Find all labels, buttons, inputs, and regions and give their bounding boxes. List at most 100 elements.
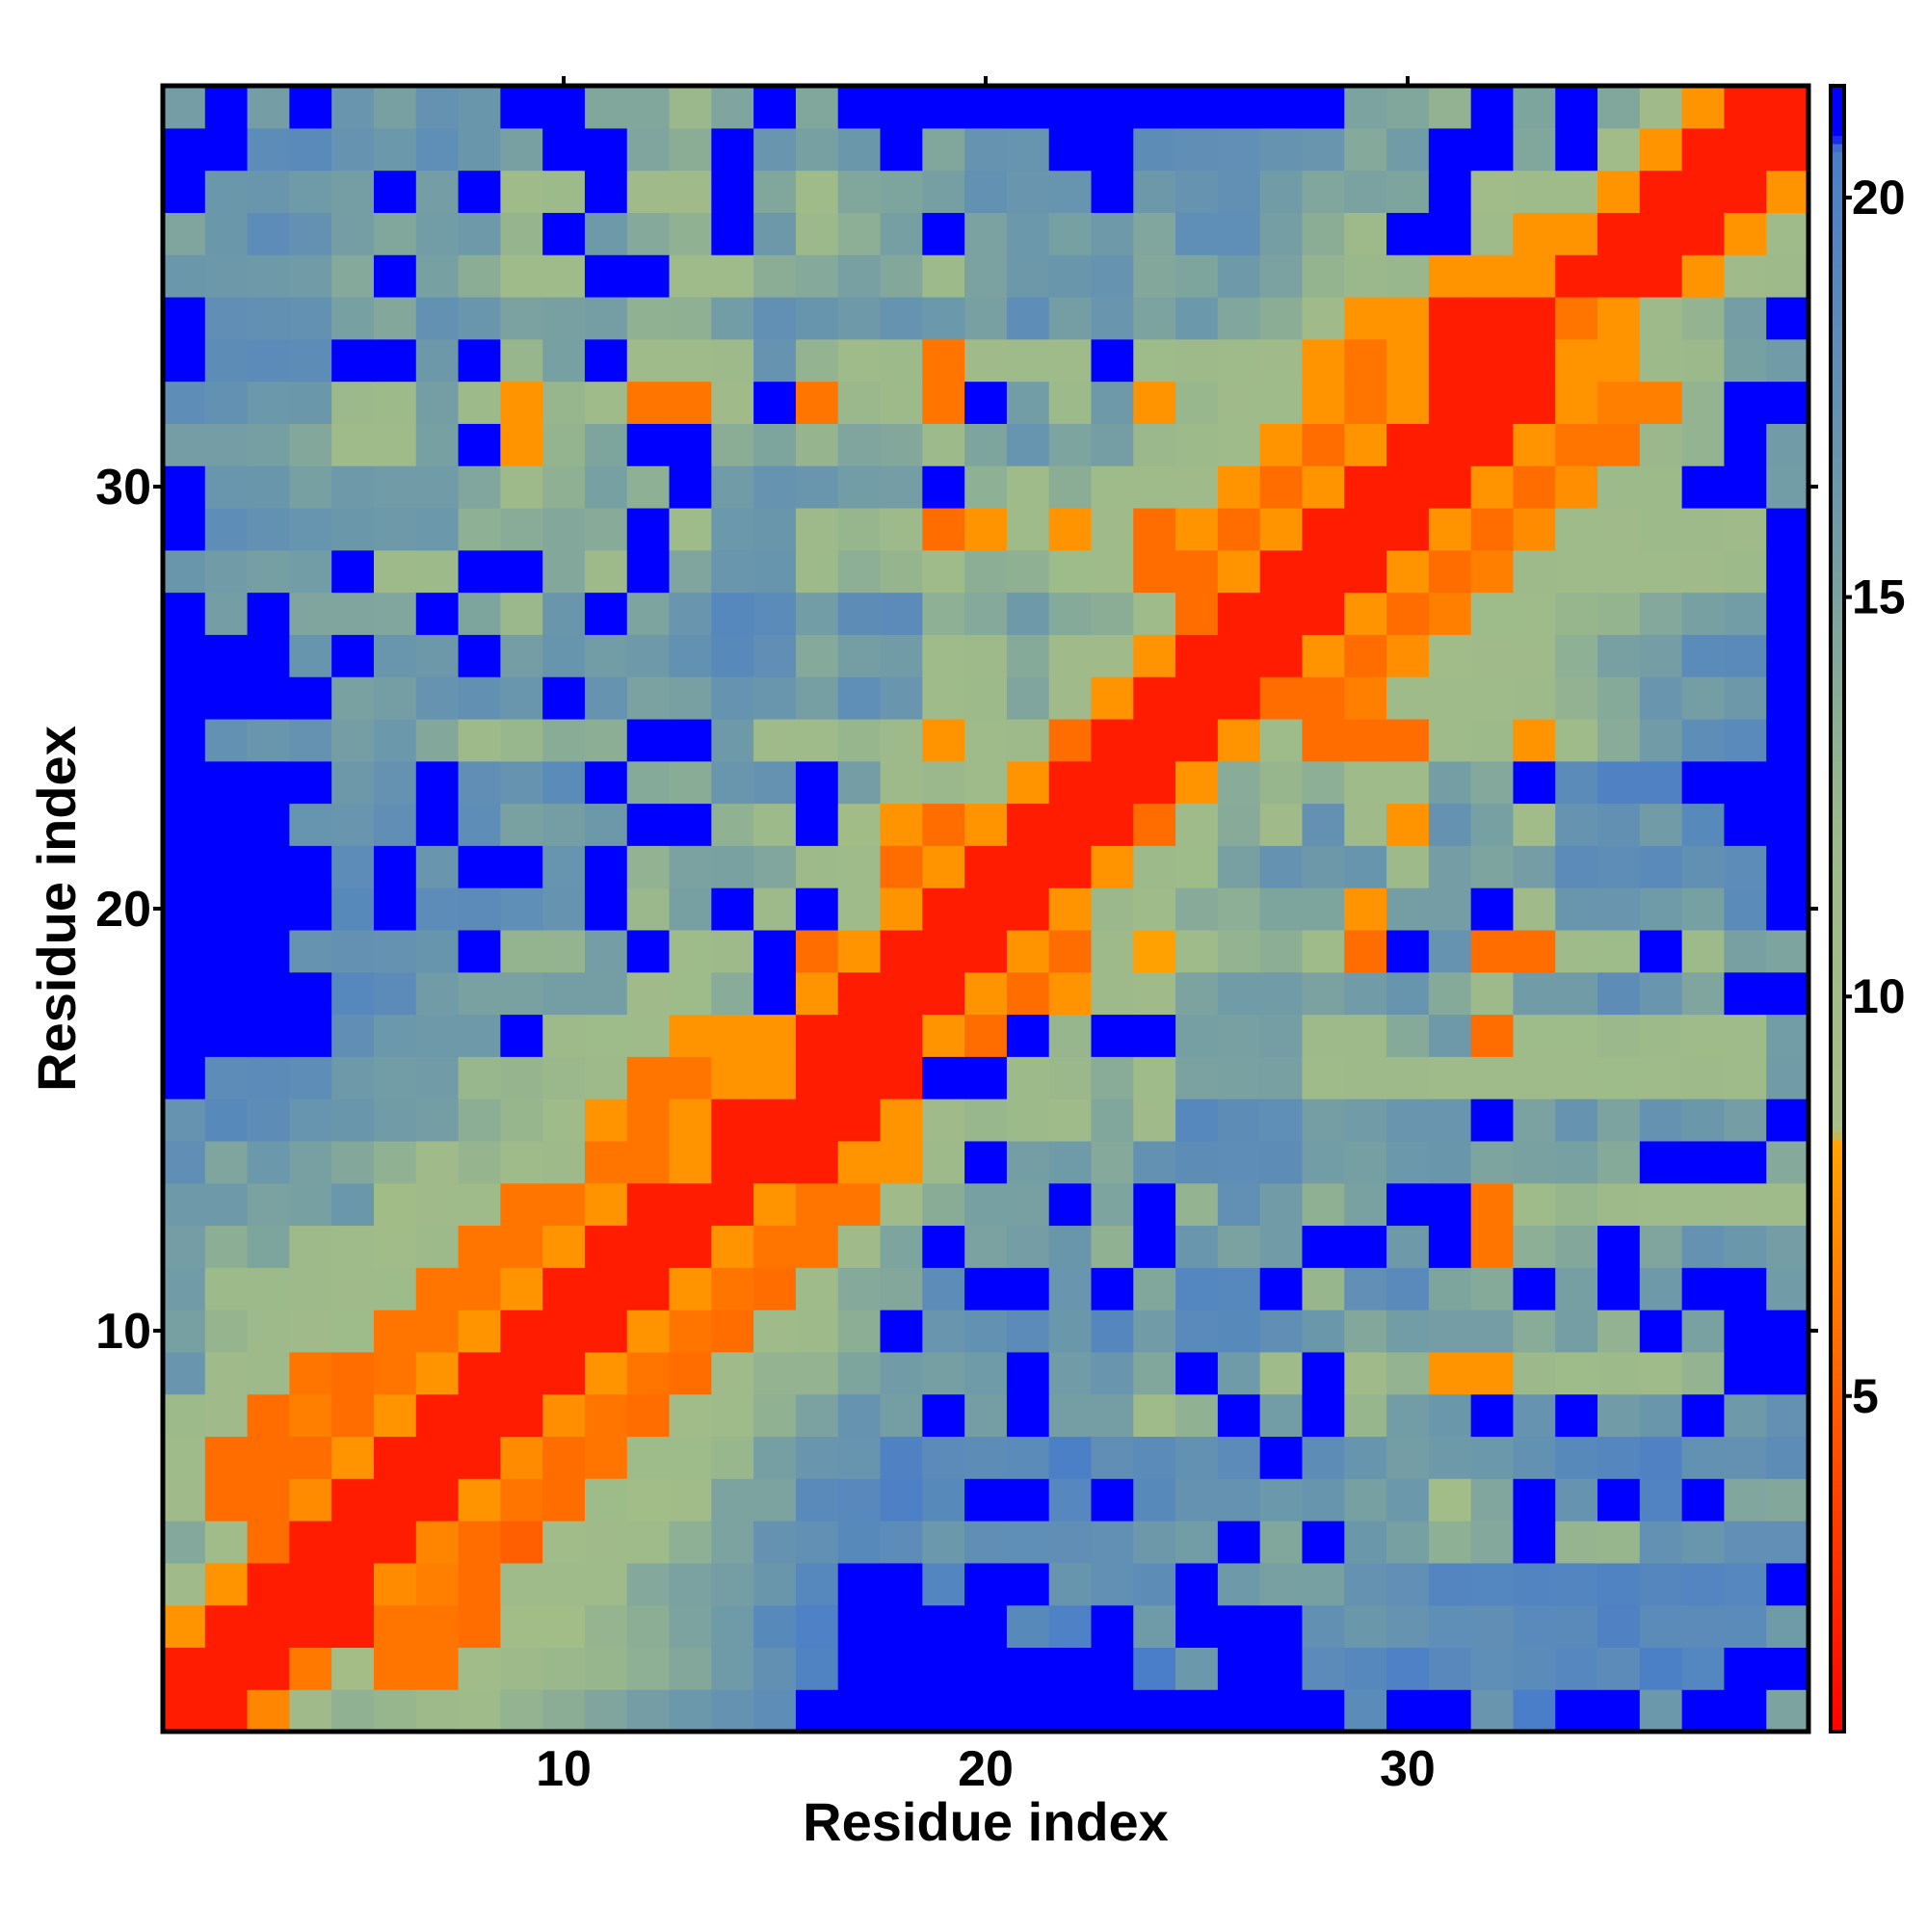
heatmap-cell — [669, 718, 712, 762]
heatmap-cell — [1766, 971, 1809, 1016]
heatmap-cell — [1555, 1562, 1598, 1606]
heatmap-cell — [1091, 845, 1134, 888]
colorbar-band — [1831, 966, 1844, 976]
heatmap-cell — [1597, 760, 1641, 805]
heatmap-cell — [415, 1310, 460, 1353]
heatmap-cell — [1259, 1478, 1304, 1522]
heatmap-cell — [1217, 1393, 1261, 1438]
heatmap-cell — [1639, 338, 1683, 383]
heatmap-cell — [1470, 507, 1515, 551]
heatmap-cell — [711, 676, 754, 720]
heatmap-cell — [1681, 1014, 1726, 1057]
heatmap-cell — [669, 1056, 712, 1099]
heatmap-cell — [1133, 170, 1176, 213]
heatmap-cell — [415, 507, 460, 551]
heatmap-cell — [1681, 887, 1726, 931]
heatmap-cell — [753, 1604, 797, 1649]
heatmap-cell — [1344, 170, 1387, 213]
y-tick-label: 30 — [95, 460, 151, 516]
heatmap-cell — [1555, 170, 1598, 213]
colorbar-band — [1831, 1163, 1844, 1174]
heatmap-cell — [626, 1310, 671, 1353]
heatmap-cell — [1175, 1647, 1219, 1690]
heatmap-cell — [711, 338, 754, 383]
colorbar-band — [1831, 1155, 1844, 1165]
heatmap-cell — [163, 592, 206, 635]
heatmap-cell — [1006, 1478, 1050, 1522]
heatmap-cell — [1217, 1225, 1261, 1268]
heatmap-cell — [542, 1521, 586, 1564]
heatmap-cell — [1428, 676, 1472, 720]
heatmap-cell — [500, 338, 543, 383]
heatmap-cell — [204, 1689, 249, 1733]
heatmap-cell — [795, 592, 839, 635]
heatmap-cell — [247, 1098, 290, 1142]
heatmap-cell — [1766, 296, 1809, 340]
heatmap-cell — [163, 634, 206, 677]
heatmap-cell — [669, 887, 712, 931]
heatmap-cell — [500, 1436, 543, 1479]
heatmap-cell — [1091, 381, 1134, 424]
heatmap-cell — [542, 1014, 586, 1057]
colorbar-band — [1831, 110, 1844, 119]
heatmap-cell — [1175, 549, 1219, 594]
heatmap-cell — [711, 1351, 754, 1395]
heatmap-cell — [500, 1098, 543, 1142]
heatmap-cell — [1133, 212, 1176, 255]
heatmap-cell — [1681, 1140, 1726, 1184]
heatmap-cell — [584, 423, 628, 466]
heatmap-cell — [1513, 254, 1556, 298]
heatmap-cell — [1555, 296, 1598, 340]
heatmap-cell — [1133, 507, 1176, 551]
heatmap-cell — [1048, 127, 1093, 172]
heatmap-cell — [458, 170, 501, 213]
colorbar-band — [1831, 217, 1844, 226]
colorbar-band — [1831, 702, 1844, 712]
heatmap-cell — [669, 1393, 712, 1438]
heatmap-cell — [1681, 634, 1726, 677]
heatmap-cell — [584, 1393, 628, 1438]
heatmap-cell — [1428, 1521, 1472, 1564]
heatmap-cell — [289, 1140, 332, 1184]
colorbar-band — [1831, 1369, 1844, 1379]
heatmap-cell — [331, 127, 375, 172]
heatmap-cell — [795, 803, 839, 846]
heatmap-cell — [1302, 1351, 1345, 1395]
heatmap-cell — [626, 170, 671, 213]
heatmap-cell — [1681, 1393, 1726, 1438]
heatmap-cell — [204, 549, 249, 594]
heatmap-cell — [1470, 1521, 1515, 1564]
heatmap-cell — [922, 381, 965, 424]
colorbar-band — [1831, 1674, 1844, 1683]
heatmap-cell — [1048, 1604, 1093, 1649]
heatmap-cell — [1639, 212, 1683, 255]
heatmap-cell — [1091, 1689, 1134, 1733]
heatmap-cell — [373, 1436, 417, 1479]
heatmap-cell — [1597, 887, 1641, 931]
heatmap-cell — [1091, 212, 1134, 255]
heatmap-cell — [880, 170, 923, 213]
heatmap-cell — [415, 929, 460, 973]
heatmap-cell — [1048, 1310, 1093, 1353]
heatmap-cell — [837, 971, 882, 1016]
heatmap-cell — [1302, 971, 1345, 1016]
heatmap-cell — [711, 1056, 754, 1099]
heatmap-cell — [795, 760, 839, 805]
heatmap-cell — [922, 86, 965, 129]
heatmap-cell — [1555, 1014, 1598, 1057]
heatmap-cell — [373, 423, 417, 466]
heatmap-cell — [669, 465, 712, 509]
colorbar-band — [1831, 1410, 1844, 1420]
heatmap-cell — [1091, 592, 1134, 635]
heatmap-cell — [1175, 1140, 1219, 1184]
heatmap-cell — [1091, 634, 1134, 677]
heatmap-cell — [1470, 634, 1515, 677]
heatmap-cell — [1302, 507, 1345, 551]
heatmap-cell — [1766, 1521, 1809, 1564]
heatmap-cell — [1681, 760, 1726, 805]
heatmap-cell — [500, 1310, 543, 1353]
heatmap-cell — [964, 676, 1008, 720]
heatmap-cell — [1217, 1182, 1261, 1227]
heatmap-cell — [1724, 1647, 1767, 1690]
heatmap-cell — [163, 1689, 206, 1733]
